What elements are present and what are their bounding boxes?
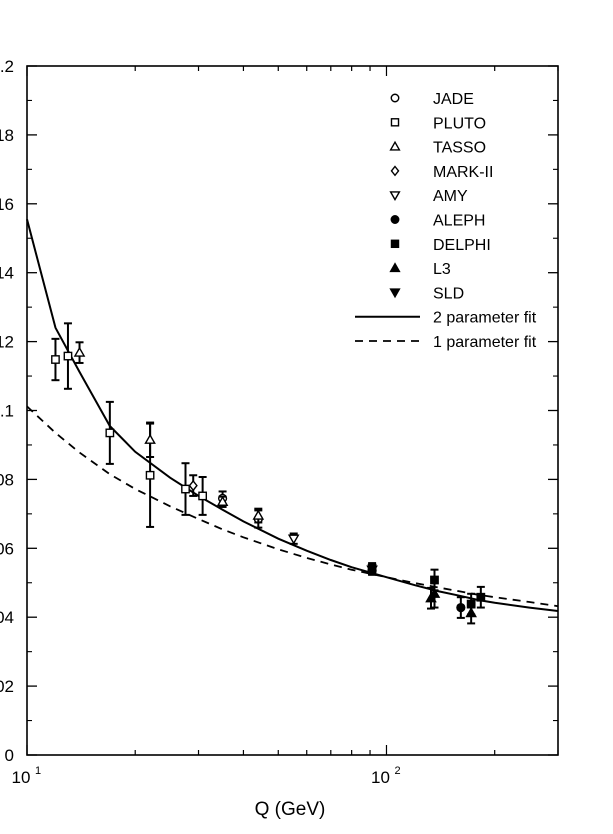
- legend-marker-pluto: [390, 118, 400, 127]
- tasso-point: [144, 433, 156, 444]
- y-tick-label: .14: [0, 264, 14, 283]
- y-tick-labels: 0 .02 .04 .06 .08 .1 .12 .14 .16 .18 .2: [0, 57, 14, 765]
- legend-marker-mark-ii: [390, 165, 400, 177]
- tasso-point: [252, 509, 265, 520]
- axis-ticks: [26, 65, 559, 756]
- legend: JADE PLUTO TASSO MARK-II AMY ALEPH DELPHI L3 SLD…: [355, 91, 537, 351]
- aleph-point: [456, 602, 466, 613]
- tasso-point: [73, 346, 86, 357]
- legend-label-one-parameter-fit: 1 parameter fit: [433, 334, 537, 351]
- y-tick-label: .06: [0, 539, 14, 558]
- y-tick-label: .04: [0, 608, 14, 627]
- legend-label-sld: SLD: [433, 285, 464, 302]
- legend-label-two-parameter-fit: 2 parameter fit: [433, 310, 537, 327]
- legend-marker-jade: [390, 93, 400, 103]
- pluto-point: [105, 428, 115, 438]
- legend-label-aleph: ALEPH: [433, 213, 485, 230]
- y-tick-label: .18: [0, 126, 14, 145]
- mark-ii-point: [188, 479, 198, 492]
- pluto-point: [51, 355, 60, 364]
- legend-marker-sld: [389, 288, 401, 299]
- pluto-point: [198, 491, 208, 501]
- legend-label-jade: JADE: [433, 91, 474, 108]
- x-axis-label: Q (GeV): [255, 799, 326, 820]
- x-tick-exponent: 2: [394, 765, 400, 777]
- legend-label-amy: AMY: [433, 188, 468, 205]
- l3-point: [428, 587, 441, 598]
- y-tick-label: .1: [0, 402, 14, 421]
- legend-label-delphi: DELPHI: [433, 237, 491, 254]
- x-tick-exponent: 1: [35, 765, 41, 777]
- tasso-point: [216, 495, 229, 506]
- legend-marker-amy: [389, 191, 401, 202]
- legend-label-l3: L3: [433, 261, 451, 278]
- legend-label-mark-ii: MARK-II: [433, 164, 493, 181]
- amy-point: [287, 534, 300, 545]
- y-tick-label: 0: [5, 746, 14, 765]
- sld-point: [366, 565, 378, 576]
- y-tick-label: .2: [0, 57, 14, 76]
- pluto-point: [145, 470, 155, 480]
- legend-marker-delphi: [390, 239, 400, 249]
- pluto-point: [181, 484, 190, 494]
- legend-marker-l3: [389, 262, 401, 273]
- pluto-point: [63, 351, 73, 361]
- y-tick-label: .02: [0, 677, 14, 696]
- x-tick-label: 10: [371, 768, 390, 787]
- legend-label-pluto: PLUTO: [433, 115, 486, 132]
- x-tick-labels: 10 1 10 2: [12, 765, 401, 787]
- y-tick-label: .08: [0, 470, 14, 489]
- legend-marker-aleph: [390, 215, 400, 224]
- two-parameter-fit-curve: [26, 219, 559, 612]
- x-tick-label: 10: [12, 768, 31, 787]
- data-points: [51, 322, 486, 625]
- y-tick-label: .16: [0, 195, 14, 214]
- l3-point: [465, 607, 477, 618]
- legend-label-tasso: TASSO: [433, 140, 486, 157]
- y-tick-label: .12: [0, 333, 14, 352]
- legend-marker-tasso: [389, 140, 401, 151]
- delphi-point: [476, 592, 486, 602]
- fit-curves: [26, 219, 559, 612]
